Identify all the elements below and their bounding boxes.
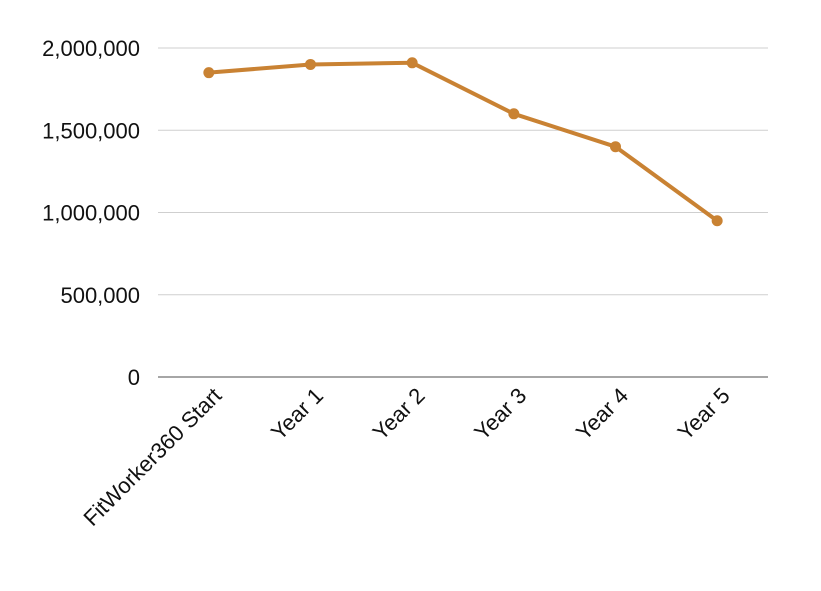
data-point [203,67,215,79]
data-point [305,58,316,70]
y-axis-labels: 0 500,000 1,000,000 1,500,000 2,000,000 [42,36,140,390]
x-axis-labels: FitWorker360 Start Year 1 Year 2 Year 3 Year… [78,383,734,531]
series-layer [203,57,723,227]
y-tick-label: 2,000,000 [42,36,140,61]
y-tick-label: 500,000 [60,283,140,308]
x-tick-label: Year 2 [368,383,430,445]
data-point [711,215,723,227]
data-point [610,141,621,153]
grid-lines [158,47,768,296]
x-tick-label: FitWorker360 Start [78,383,226,531]
x-tick-label: Year 1 [266,383,328,445]
data-point [508,108,520,120]
x-tick-label: Year 3 [469,383,531,445]
data-point [406,57,418,69]
x-tick-label: Year 4 [571,383,633,445]
y-tick-label: 1,500,000 [42,118,140,143]
x-tick-label: Year 5 [673,383,735,445]
series-line [206,60,720,223]
y-tick-label: 1,000,000 [42,201,140,226]
y-tick-label: 0 [128,365,140,390]
